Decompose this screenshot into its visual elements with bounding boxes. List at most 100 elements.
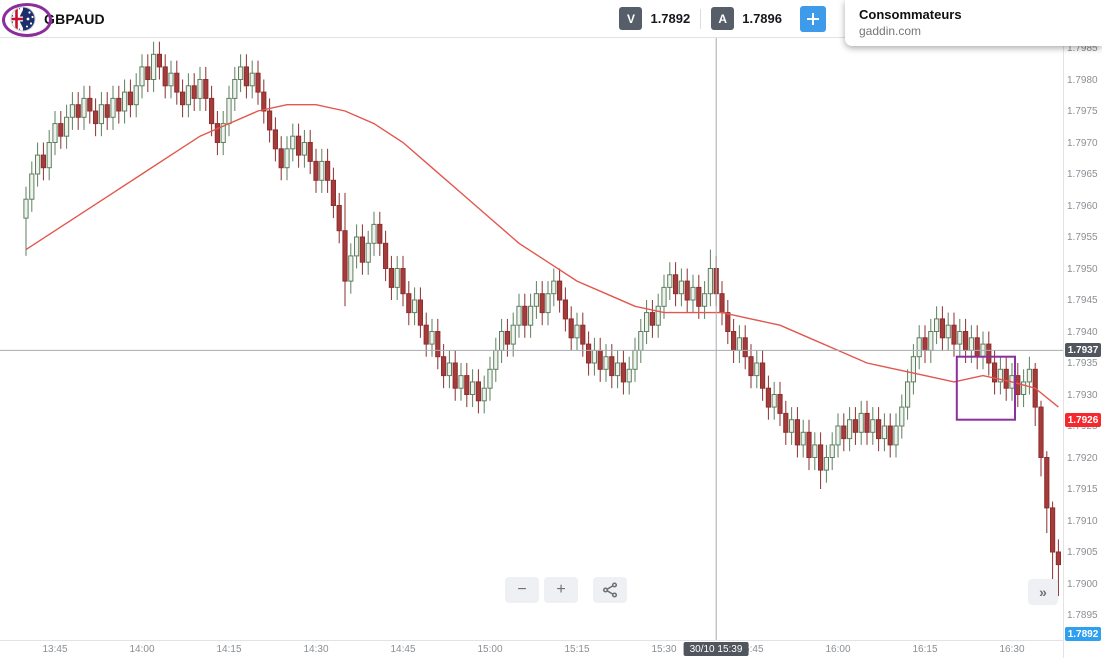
candle <box>226 97 232 125</box>
candle <box>934 318 940 332</box>
candle <box>220 123 226 143</box>
candle <box>296 135 302 156</box>
candle <box>736 337 742 351</box>
candle <box>1044 457 1050 509</box>
chart-controls: − + <box>505 577 627 603</box>
crosshair-time-badge: 30/10 15:39 <box>683 642 749 656</box>
candle <box>371 223 377 244</box>
candle <box>760 362 766 389</box>
candle <box>116 97 122 112</box>
candle <box>87 97 93 112</box>
price-tick-label: 1.7975 <box>1067 106 1098 117</box>
candle <box>603 356 609 370</box>
candle <box>661 286 667 307</box>
candle <box>719 293 725 314</box>
candle <box>852 419 858 433</box>
candle <box>348 255 354 282</box>
candle <box>383 242 389 270</box>
candle <box>52 123 58 143</box>
price-tick-label: 1.7945 <box>1067 295 1098 306</box>
sell-quote-button[interactable]: V 1.7892 <box>619 7 690 30</box>
time-tick-label: 15:30 <box>651 644 677 655</box>
candle <box>997 368 1003 383</box>
candle <box>272 129 278 150</box>
candle <box>81 97 87 118</box>
notification-popup[interactable]: Consommateurs gaddin.com <box>845 0 1102 46</box>
candle <box>58 123 64 137</box>
time-tick-label: 16:00 <box>825 644 851 655</box>
candle <box>423 324 429 345</box>
candle <box>1021 381 1027 395</box>
price-tick-label: 1.7980 <box>1067 75 1098 86</box>
price-tick-label: 1.7915 <box>1067 484 1098 495</box>
popup-title: Consommateurs <box>859 7 962 22</box>
candle <box>1050 507 1056 553</box>
candle <box>255 72 261 93</box>
price-badge-crosshair-price: 1.7937 <box>1065 343 1101 357</box>
candle <box>400 268 406 295</box>
buy-badge: A <box>711 7 735 30</box>
candle <box>939 318 945 339</box>
candle <box>1003 368 1009 389</box>
candle <box>725 312 731 333</box>
new-order-button[interactable] <box>800 5 826 32</box>
candle <box>893 425 899 446</box>
candle <box>580 324 586 345</box>
quote-panel: V 1.7892 A 1.7896 <box>619 0 826 37</box>
candle <box>122 91 128 112</box>
quote-divider <box>700 8 702 29</box>
candle <box>98 104 105 125</box>
candle <box>75 104 81 118</box>
candle <box>162 66 168 87</box>
candle <box>1038 406 1044 459</box>
candle <box>261 91 267 112</box>
candle <box>307 142 313 162</box>
candle <box>435 331 441 358</box>
candle <box>928 331 934 351</box>
candle <box>446 362 452 377</box>
candle <box>667 274 673 288</box>
candle <box>191 85 197 99</box>
zoom-out-button[interactable]: − <box>505 577 539 603</box>
candle <box>649 312 655 326</box>
instrument-flag-button[interactable] <box>10 6 36 32</box>
buy-quote-button[interactable]: A 1.7896 <box>711 7 782 30</box>
candle <box>464 375 470 396</box>
candle <box>319 160 325 181</box>
share-button[interactable] <box>593 577 627 603</box>
time-tick-label: 14:30 <box>303 644 329 655</box>
candle <box>818 444 824 471</box>
candle <box>133 85 139 106</box>
candle <box>835 425 841 446</box>
price-axis[interactable]: 1.7985 1.7980 1.7975 1.7970 1.7965 1.7960 1.79… <box>1063 37 1102 658</box>
candle <box>562 299 568 320</box>
candle <box>487 368 493 389</box>
candle <box>690 286 696 301</box>
time-axis[interactable]: 30/10 15:39 13:45 14:00 14:15 14:30 14:45 15:… <box>0 640 1064 658</box>
time-tick-label: 14:45 <box>390 644 416 655</box>
expand-panel-button[interactable]: » <box>1028 579 1058 605</box>
candle <box>586 343 592 364</box>
candle <box>516 305 522 326</box>
price-badge-current-price: 1.7892 <box>1065 627 1101 641</box>
price-tick-label: 1.7970 <box>1067 138 1098 149</box>
candle <box>336 205 342 232</box>
candle <box>46 142 52 169</box>
candle <box>557 280 563 301</box>
candle <box>185 85 192 106</box>
candle <box>696 286 702 307</box>
time-tick-label: 14:00 <box>129 644 155 655</box>
candle <box>655 305 661 326</box>
candle <box>812 444 818 458</box>
share-icon <box>602 582 618 598</box>
price-tick-label: 1.7950 <box>1067 264 1098 275</box>
candle <box>864 412 870 433</box>
zoom-in-button[interactable]: + <box>544 577 578 603</box>
candle <box>905 381 911 408</box>
popup-source: gaddin.com <box>859 24 922 38</box>
time-tick-label: 15:15 <box>564 644 590 655</box>
candle <box>417 299 423 326</box>
candle <box>644 312 650 333</box>
candle <box>180 91 186 106</box>
